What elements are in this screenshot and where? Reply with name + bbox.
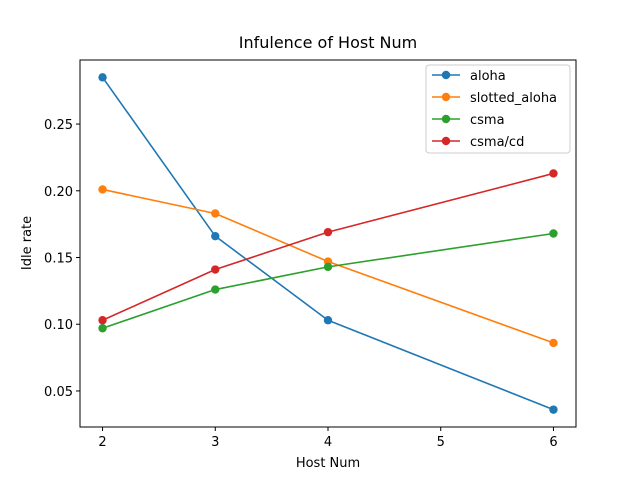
series-line-csma	[102, 232, 554, 330]
x-tick-label: 4	[324, 435, 332, 450]
plot-area: 2 3 4 5 6 0.05 0.10 0.15 0.20 0.25	[44, 59, 577, 450]
data-point-slotted-aloha	[98, 185, 107, 194]
data-point-slotted-aloha	[211, 209, 220, 218]
data-point-aloha	[211, 231, 220, 241]
y-tick-label: 0.20	[44, 185, 73, 200]
data-point-csma-cd	[323, 227, 333, 237]
y-axis-label: Idle rate	[20, 216, 35, 270]
data-point-aloha	[323, 316, 333, 325]
data-point-csma-cd	[98, 316, 107, 325]
data-point-csma	[211, 285, 220, 294]
data-point-csma	[98, 324, 107, 333]
y-tick-label: 0.10	[44, 318, 73, 333]
series-line-csma-cd	[102, 172, 554, 321]
data-point-csma	[549, 229, 558, 238]
data-point-csma-cd	[211, 265, 220, 274]
y-tick-label: 0.05	[44, 385, 73, 400]
legend-marker-slotted-aloha	[441, 92, 451, 102]
data-point-csma	[323, 262, 333, 272]
data-point-slotted-aloha	[549, 338, 558, 348]
data-point-csma-cd	[549, 169, 558, 178]
legend-label-csma: csma	[470, 113, 505, 128]
legend-marker-csma-cd	[441, 136, 451, 146]
x-tick-label: 6	[549, 435, 557, 450]
series-line-slotted-aloha	[102, 188, 554, 344]
data-point-aloha	[98, 73, 107, 82]
legend-box	[425, 64, 571, 154]
legend-marker-csma	[441, 114, 451, 124]
x-tick-label: 3	[211, 435, 219, 450]
legend-label-aloha: aloha	[470, 69, 506, 84]
legend-marker-aloha	[441, 70, 451, 80]
x-tick-label: 2	[98, 435, 106, 450]
legend-label-csma-cd: csma/cd	[470, 135, 524, 150]
x-tick-label: 5	[437, 435, 445, 450]
y-tick-label: 0.15	[44, 252, 73, 267]
x-axis-label: Host Num	[296, 456, 360, 471]
y-tick-label: 0.25	[44, 118, 73, 133]
data-point-aloha	[549, 405, 558, 414]
chart-title: Infulence of Host Num	[239, 33, 418, 52]
legend-label-slotted-aloha: slotted_aloha	[470, 91, 557, 106]
